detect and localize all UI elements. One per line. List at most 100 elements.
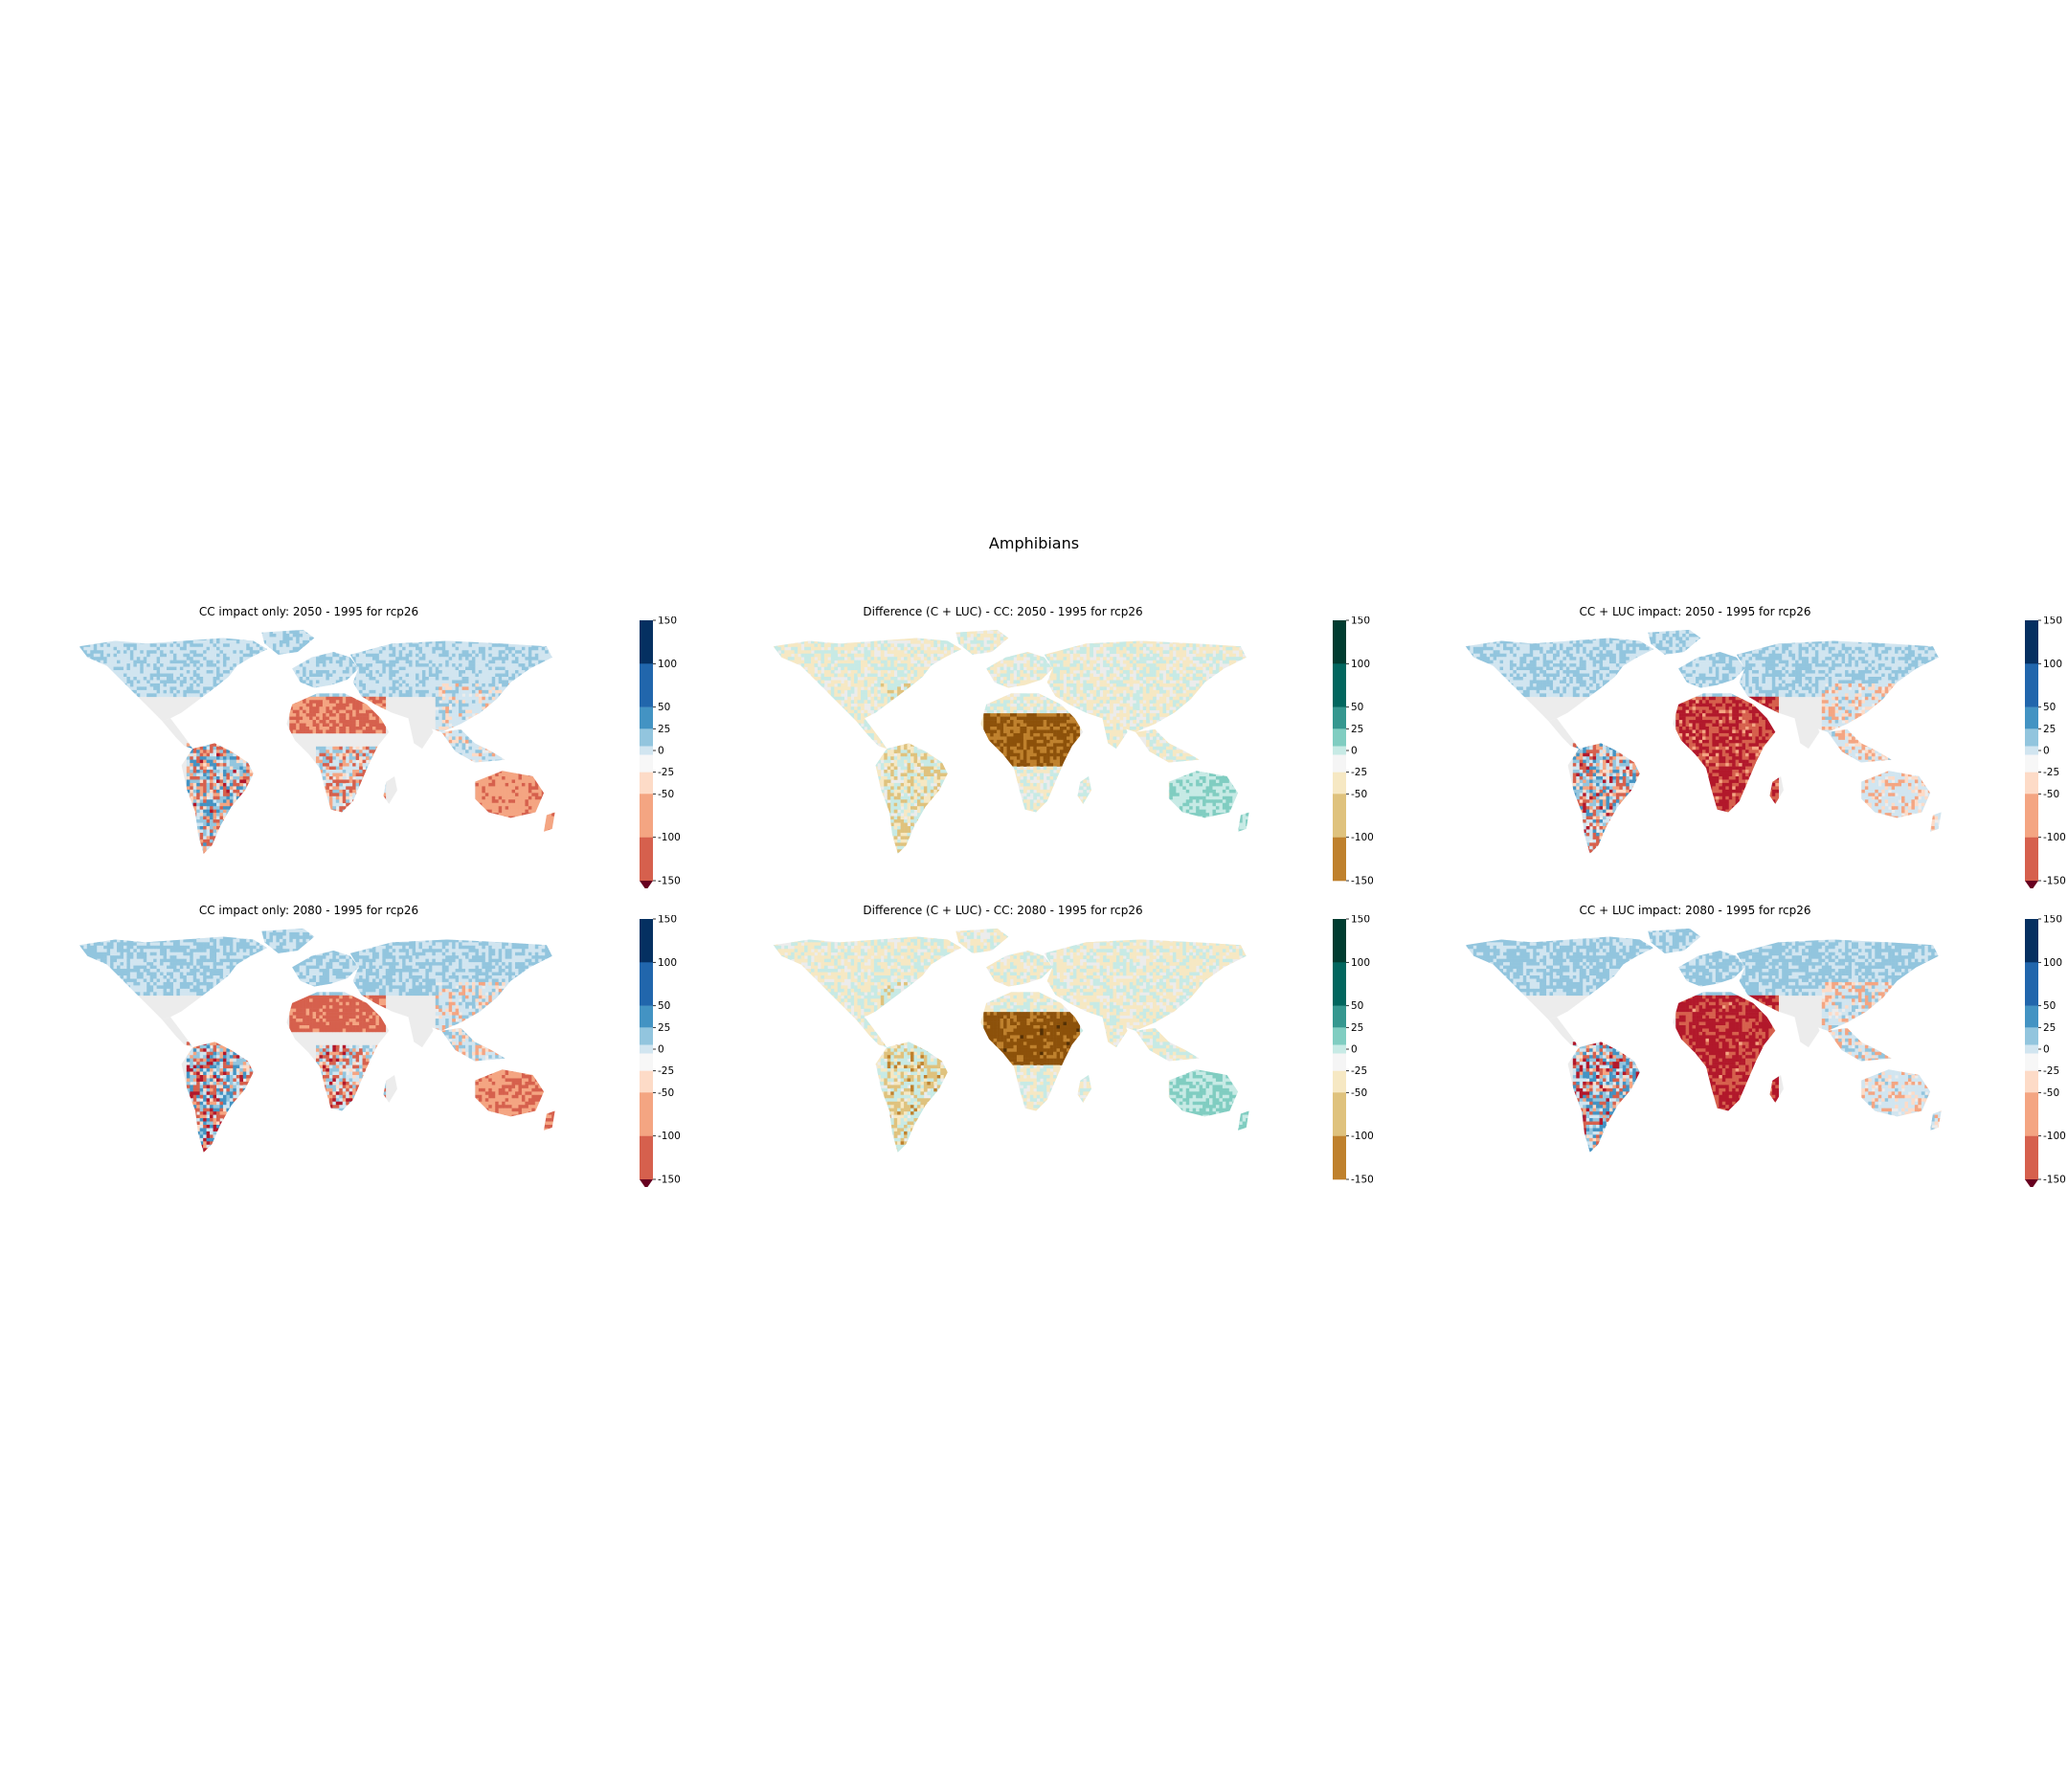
landmass-central-america [162, 1017, 193, 1048]
colorbar-tick-label: 100 [2043, 659, 2062, 670]
data-cells [773, 928, 1249, 1153]
colorbar-segment [2025, 794, 2038, 838]
colorbar-tick-label: 25 [1351, 724, 1363, 735]
colorbar-tick-label: 100 [1351, 659, 1370, 670]
colorbar-tick-label: -150 [2043, 876, 2066, 887]
colorbar-tick-label: -100 [658, 832, 681, 843]
colorbar-segment [2025, 1005, 2038, 1028]
panel-title-cc-2080: CC impact only: 2080 - 1995 for rcp26 [0, 904, 618, 917]
map-cc-2080 [79, 928, 555, 1153]
colorbar-segment [640, 1070, 653, 1093]
colorbar-tick-label: 100 [2043, 957, 2062, 969]
colorbar-tick-label: 50 [1351, 702, 1363, 713]
data-cells [1465, 928, 1942, 1153]
colorbar-tick-label: -25 [2043, 767, 2059, 778]
landmass-india [1794, 718, 1820, 750]
landmass-madagascar [383, 1075, 397, 1103]
colorbar-segment [2025, 663, 2038, 707]
colorbar-segment [2025, 1092, 2038, 1136]
colorbar-tick-label: 50 [2043, 1000, 2056, 1012]
colorbar-segment [640, 962, 653, 1006]
colorbar-segment [640, 794, 653, 838]
colorbar-diff-2080: 150 100 50 25 0 -25 -50 -100 -150 [1333, 915, 1374, 1186]
colorbar-cc-2080: 150 100 50 25 0 -25 -50 -100 -150 [640, 915, 681, 1187]
colorbar-segment [2025, 746, 2038, 755]
colorbar-segment [2025, 1070, 2038, 1093]
colorbar-segment [640, 1005, 653, 1028]
colorbar-segment [2025, 1027, 2038, 1045]
colorbar-tick-label: -150 [658, 876, 681, 887]
colorbar-tick-label: 100 [1351, 957, 1370, 969]
landmass-central-america [1548, 718, 1580, 750]
colorbar-segment [1333, 919, 1346, 963]
panel-title-diff-2050: Difference (C + LUC) - CC: 2050 - 1995 f… [694, 605, 1312, 618]
colorbar-tick-label: 50 [658, 702, 670, 713]
colorbar-tick-label: 25 [2043, 1022, 2056, 1034]
landmass-central-america [162, 718, 193, 750]
colorbar-tick-label: -100 [1351, 1131, 1374, 1142]
colorbar-tick-label: 25 [658, 724, 670, 735]
colorbar-tick-label: -25 [1351, 1065, 1367, 1077]
colorbar-diff-2050: 150 100 50 25 0 -25 -50 -100 -150 [1333, 616, 1374, 887]
colorbar-segment [1333, 1027, 1346, 1045]
colorbar-segment [640, 1092, 653, 1136]
colorbar-tick-label: 25 [1351, 1022, 1363, 1034]
colorbar-segment [2025, 919, 2038, 963]
colorbar-segment [640, 1044, 653, 1054]
colorbar-tick-label: 50 [1351, 1000, 1363, 1012]
colorbar-segment [2025, 706, 2038, 729]
colorbar-tick-label: 150 [2043, 915, 2062, 926]
landmass-india [408, 718, 434, 750]
colorbar-tick-label: 50 [658, 1000, 670, 1012]
colorbar-segment [2025, 1135, 2038, 1180]
colorbar-tick-label: -25 [658, 1065, 674, 1077]
colorbar-segment [640, 620, 653, 664]
colorbar-segment [2025, 754, 2038, 773]
landmass-india [408, 1017, 434, 1048]
colorbar-tick-label: -50 [1351, 789, 1367, 800]
colorbar-segment [1333, 794, 1346, 838]
colorbar-tick-label: 50 [2043, 702, 2056, 713]
colorbar-tick-label: -100 [2043, 832, 2066, 843]
colorbar-segment [2025, 728, 2038, 747]
colorbar-segment [1333, 754, 1346, 773]
colorbar-segment [1333, 772, 1346, 795]
landmass-europe [986, 652, 1053, 688]
colorbar-tick-label: 150 [1351, 616, 1370, 627]
colorbar-tick-label: 0 [1351, 1044, 1358, 1056]
colorbar-tick-label: 150 [1351, 915, 1370, 926]
map-diff-2080 [773, 928, 1249, 1153]
colorbar-tick-label: -100 [2043, 1131, 2066, 1142]
map-cc-2050 [79, 629, 555, 854]
landmass-india [1794, 1017, 1820, 1048]
colorbar-ccluc-2050: 150 100 50 25 0 -25 -50 -100 -150 [2025, 616, 2066, 888]
colorbar-tick-label: -150 [2043, 1175, 2066, 1186]
colorbar-tick-label: 150 [2043, 616, 2062, 627]
colorbar-tick-label: -50 [658, 789, 674, 800]
colorbar-segment [1333, 706, 1346, 729]
colorbar-tick-label: -25 [1351, 767, 1367, 778]
colorbar-tick-label: -50 [2043, 789, 2059, 800]
colorbar-tick-label: 100 [658, 957, 677, 969]
panel-title-cc-2050: CC impact only: 2050 - 1995 for rcp26 [0, 605, 618, 618]
colorbar-tick-label: -150 [1351, 1175, 1374, 1186]
colorbar-extend-arrow [640, 1179, 653, 1187]
colorbar-cc-2050: 150 100 50 25 0 -25 -50 -100 -150 [640, 616, 681, 888]
colorbar-segment [1333, 1070, 1346, 1093]
colorbar-tick-label: -50 [1351, 1087, 1367, 1099]
colorbar-segment [640, 1027, 653, 1045]
colorbar-tick-label: 0 [1351, 746, 1358, 757]
colorbar-extend-arrow [2025, 881, 2038, 888]
colorbar-extend-arrow [2025, 1179, 2038, 1187]
colorbar-segment [1333, 663, 1346, 707]
colorbar-segment [1333, 1053, 1346, 1071]
colorbar-tick-label: -150 [1351, 876, 1374, 887]
colorbar-segment [1333, 1005, 1346, 1028]
colorbar-segment [640, 1135, 653, 1180]
colorbar-segment [1333, 837, 1346, 882]
colorbar-extend-arrow [640, 881, 653, 888]
colorbar-segment [1333, 728, 1346, 747]
colorbar-segment [640, 728, 653, 747]
colorbar-tick-label: 0 [2043, 746, 2050, 757]
colorbar-segment [1333, 746, 1346, 755]
